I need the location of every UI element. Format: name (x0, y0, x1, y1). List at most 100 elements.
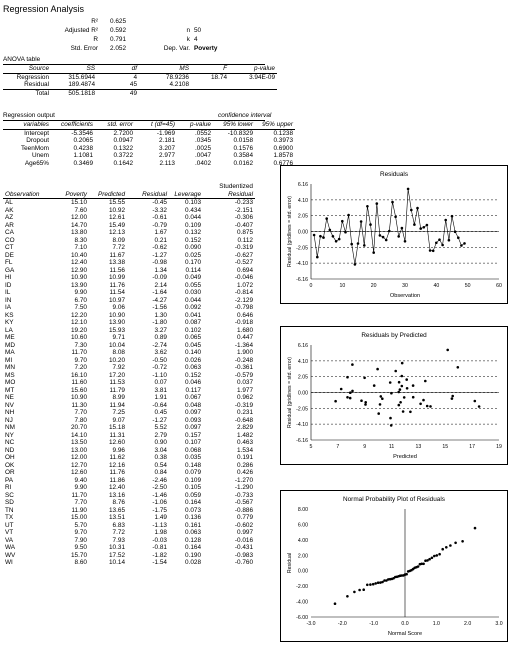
table-cell: 0.3973 (273, 137, 293, 144)
data-point (422, 226, 426, 229)
table-cell: 1.8578 (273, 152, 293, 159)
table-cell: 0.063 (185, 364, 201, 371)
table-cell: 9.71 (112, 334, 125, 341)
table-cell: 12.70 (71, 461, 87, 469)
table-cell: UT (5, 521, 14, 529)
table-cell: MA (5, 349, 15, 356)
report-title: Regression Analysis (3, 4, 85, 14)
column-header: std. error (95, 121, 135, 130)
table-cell: KY (5, 319, 14, 326)
table-cell: 0.07 (154, 379, 167, 386)
table-cell: -0.431 (234, 544, 253, 551)
table-cell: 0.164 (185, 499, 201, 506)
table-cell: OH (5, 454, 15, 461)
table-cell: 20.70 (71, 424, 87, 431)
table-cell: -0.886 (234, 506, 253, 514)
table-row: MO 11.60 11.53 0.07 0.046 0.037 (3, 379, 255, 387)
table-cell: 14.70 (71, 221, 87, 229)
data-point (397, 390, 400, 394)
anova-label: ANOVA table (3, 56, 41, 63)
data-point (447, 238, 451, 242)
data-point (463, 242, 466, 245)
data-point (426, 559, 429, 562)
table-cell: 10.14 (109, 559, 125, 566)
header-cell-top (169, 183, 203, 191)
table-cell: 13.80 (71, 229, 87, 236)
table-row: CT 7.10 7.72 -0.62 0.090 -0.319 (3, 244, 255, 252)
table-row: NE 10.90 8.99 1.91 0.067 0.962 (3, 394, 255, 402)
table-cell: 7.20 (74, 364, 87, 371)
table-cell: 2.14 (154, 281, 167, 289)
summary-value: 0.592 (110, 27, 126, 34)
table-cell: 16.10 (71, 371, 87, 379)
data-point (349, 391, 352, 394)
table-cell: 0.694 (237, 266, 253, 274)
data-point (388, 381, 392, 384)
table-cell: -0.62 (152, 244, 167, 251)
data-point (346, 396, 349, 399)
table-cell: 7.70 (74, 409, 87, 416)
table-row: UT 5.70 6.83 -1.13 0.161 -0.602 (3, 522, 255, 530)
table-cell: NV (5, 401, 14, 409)
table-cell: 8.30 (74, 236, 87, 244)
table-cell: 12.60 (71, 469, 87, 476)
data-point (394, 215, 397, 219)
table-cell: 1.072 (237, 281, 253, 289)
table-row: SD 7.70 8.76 -1.06 0.164 -0.567 (3, 499, 255, 507)
table-row: MI 9.70 10.20 -0.50 0.026 -0.248 (3, 357, 255, 365)
table-cell: 9.40 (74, 476, 87, 484)
table-cell: 15.55 (109, 199, 125, 206)
y-tick-label: 6.16 (298, 182, 308, 188)
table-cell: 0.049 (185, 274, 201, 281)
table-cell: 1.977 (237, 386, 253, 394)
table-cell: 0.962 (237, 394, 253, 401)
table-row: TX 15.00 13.51 1.49 0.136 0.779 (3, 514, 255, 522)
table-cell: .0047 (195, 152, 211, 159)
table-row: OH 12.00 11.62 0.38 0.035 0.191 (3, 454, 255, 462)
table-cell: 0.0947 (113, 137, 133, 144)
table-row: NY 14.10 11.31 2.79 0.157 1.482 (3, 432, 255, 440)
table-cell: 0.140 (185, 349, 201, 356)
data-point (381, 580, 384, 584)
chart-title: Residuals by Predicted (361, 332, 427, 339)
table-cell: 0.073 (185, 506, 201, 514)
table-cell: TN (5, 506, 14, 514)
table-row: DE 10.40 11.67 -1.27 0.025 -0.627 (3, 252, 255, 260)
table-cell: 0.044 (185, 214, 201, 221)
table-cell (191, 81, 229, 90)
table-cell: 0.190 (185, 551, 201, 559)
table-row: FL 12.40 13.38 -0.98 0.170 -0.527 (3, 259, 255, 267)
data-point (441, 243, 444, 247)
data-point (375, 202, 379, 205)
table-cell: -1.75 (152, 506, 167, 514)
summary-value: Poverty (194, 45, 218, 52)
table-cell: 0.426 (237, 469, 253, 476)
data-point (419, 402, 422, 406)
data-point (424, 379, 427, 383)
table-cell: -0.03 (152, 536, 167, 544)
data-point (457, 236, 460, 239)
table-cell: 10.90 (109, 311, 125, 319)
data-point (383, 579, 386, 582)
table-cell: 0.152 (185, 371, 201, 379)
table-cell: 1.49 (154, 514, 167, 521)
data-point (316, 255, 319, 259)
data-point (312, 233, 316, 237)
table-cell: 0.114 (185, 266, 201, 274)
data-point (379, 581, 382, 584)
table-cell: MS (5, 371, 15, 379)
table-cell: 15.93 (109, 326, 125, 334)
table-cell: 9.70 (74, 356, 87, 364)
data-point (322, 236, 325, 239)
table-row: OK 12.70 12.16 0.54 0.148 0.286 (3, 462, 255, 470)
table-cell: -0.579 (234, 371, 253, 379)
data-point (449, 544, 452, 547)
table-cell: -1.364 (234, 341, 253, 349)
data-point (391, 200, 394, 204)
data-point (334, 399, 337, 403)
data-point (344, 230, 347, 234)
x-tick-label: 13 (416, 444, 422, 450)
table-cell: 0.148 (185, 461, 201, 469)
table-cell: 8.99 (112, 394, 125, 401)
data-point (403, 240, 407, 243)
